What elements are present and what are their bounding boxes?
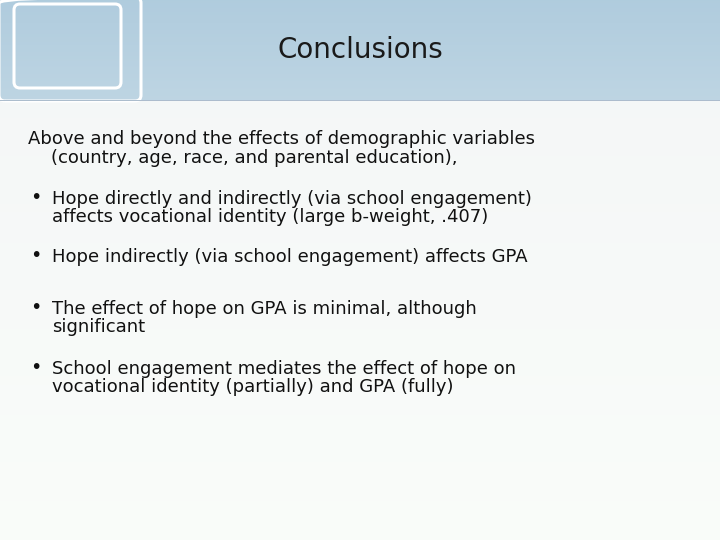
Text: Hope indirectly (via school engagement) affects GPA: Hope indirectly (via school engagement) … <box>52 248 528 266</box>
Text: affects vocational identity (large b-weight, .407): affects vocational identity (large b-wei… <box>52 208 488 226</box>
Text: significant: significant <box>52 318 145 336</box>
Text: •: • <box>30 358 42 377</box>
Text: vocational identity (partially) and GPA (fully): vocational identity (partially) and GPA … <box>52 378 454 396</box>
Text: (country, age, race, and parental education),: (country, age, race, and parental educat… <box>28 149 457 167</box>
Text: •: • <box>30 298 42 317</box>
Text: Hope directly and indirectly (via school engagement): Hope directly and indirectly (via school… <box>52 190 532 208</box>
Text: •: • <box>30 246 42 265</box>
Text: Above and beyond the effects of demographic variables: Above and beyond the effects of demograp… <box>28 130 535 148</box>
Text: The effect of hope on GPA is minimal, although: The effect of hope on GPA is minimal, al… <box>52 300 477 318</box>
Text: Conclusions: Conclusions <box>277 36 443 64</box>
Text: School engagement mediates the effect of hope on: School engagement mediates the effect of… <box>52 360 516 378</box>
Text: •: • <box>30 188 42 207</box>
